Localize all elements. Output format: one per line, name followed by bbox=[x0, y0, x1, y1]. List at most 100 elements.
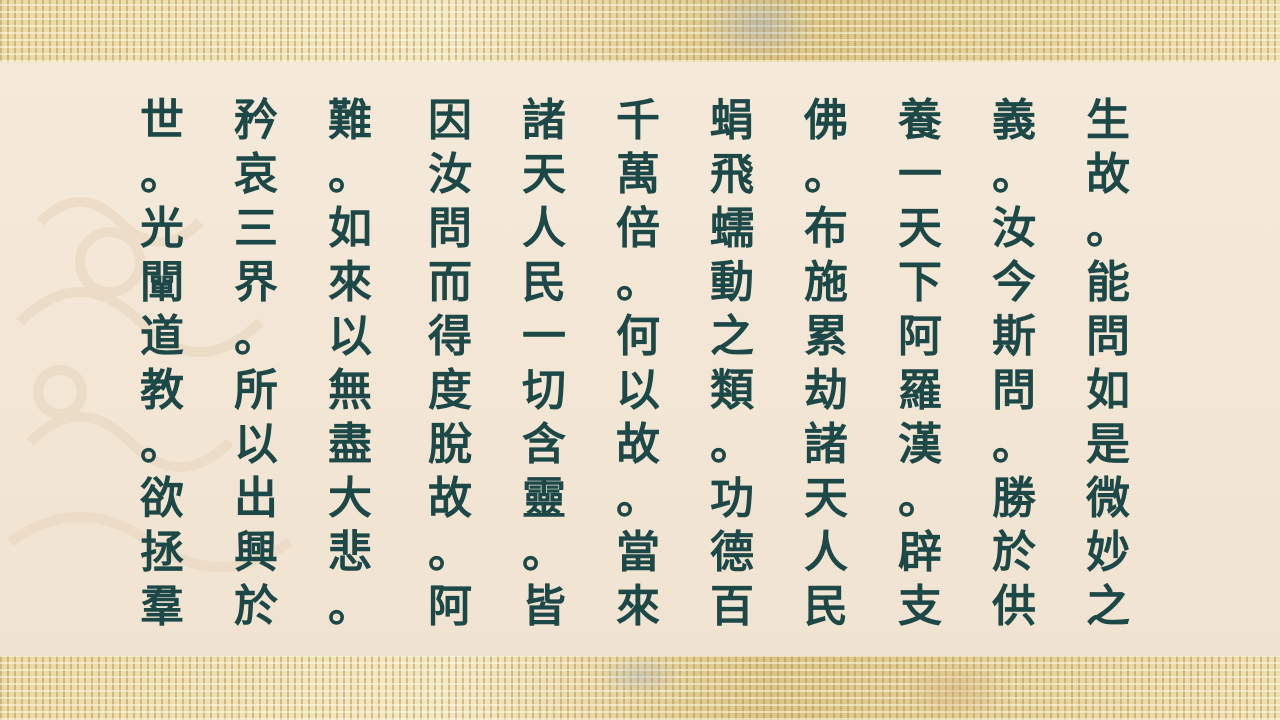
character: 以 bbox=[234, 419, 278, 470]
character: 倍 bbox=[616, 203, 660, 254]
character: 天 bbox=[898, 203, 942, 254]
character: 佛 bbox=[804, 95, 848, 146]
character: 類 bbox=[710, 365, 754, 416]
character: 於 bbox=[234, 581, 278, 632]
character: 。 bbox=[428, 527, 472, 578]
character: 微 bbox=[1086, 473, 1130, 524]
character: 所 bbox=[234, 365, 278, 416]
character: 。 bbox=[992, 419, 1036, 470]
character: 切 bbox=[522, 365, 566, 416]
character: 阿 bbox=[898, 311, 942, 362]
character: 斯 bbox=[992, 311, 1036, 362]
character: 教 bbox=[140, 365, 184, 416]
character: 。 bbox=[328, 581, 372, 632]
character: 羣 bbox=[140, 581, 184, 632]
character: 哀 bbox=[234, 149, 278, 200]
text-column-10: 矜哀三界。所以出興於 bbox=[230, 94, 282, 634]
text-column-9: 難。如來以無盡大悲。 bbox=[324, 94, 376, 634]
character: 一 bbox=[898, 149, 942, 200]
character: 來 bbox=[328, 257, 372, 308]
character: 故 bbox=[1086, 149, 1130, 200]
text-column-3: 養一天下阿羅漢。辟支 bbox=[894, 94, 946, 634]
character: 大 bbox=[328, 473, 372, 524]
character: 諸 bbox=[522, 95, 566, 146]
text-column-7: 諸天人民一切含靈。皆 bbox=[518, 94, 570, 634]
character: 義 bbox=[992, 95, 1036, 146]
character: 蜎 bbox=[710, 95, 754, 146]
character: 天 bbox=[522, 149, 566, 200]
character: 動 bbox=[710, 257, 754, 308]
character: 。 bbox=[898, 473, 942, 524]
character: 。 bbox=[992, 149, 1036, 200]
character: 。 bbox=[140, 149, 184, 200]
character: 問 bbox=[992, 365, 1036, 416]
character: 蠕 bbox=[710, 203, 754, 254]
character: 萬 bbox=[616, 149, 660, 200]
character: 百 bbox=[710, 581, 754, 632]
text-column-2: 義。汝今斯問。勝於供 bbox=[988, 94, 1040, 634]
character: 脫 bbox=[428, 419, 472, 470]
character: 飛 bbox=[710, 149, 754, 200]
character: 光 bbox=[140, 203, 184, 254]
character: 因 bbox=[428, 95, 472, 146]
character: 。 bbox=[616, 257, 660, 308]
character: 千 bbox=[616, 95, 660, 146]
character: 以 bbox=[328, 311, 372, 362]
character: 於 bbox=[992, 527, 1036, 578]
character: 如 bbox=[328, 203, 372, 254]
character: 。 bbox=[234, 311, 278, 362]
character: 難 bbox=[328, 95, 372, 146]
character: 勝 bbox=[992, 473, 1036, 524]
character: 阿 bbox=[428, 581, 472, 632]
character: 辟 bbox=[898, 527, 942, 578]
character: 無 bbox=[328, 365, 372, 416]
character: 妙 bbox=[1086, 527, 1130, 578]
character: 下 bbox=[898, 257, 942, 308]
character: 欲 bbox=[140, 473, 184, 524]
character: 界 bbox=[234, 257, 278, 308]
character: 世 bbox=[140, 95, 184, 146]
character: 以 bbox=[616, 365, 660, 416]
character: 能 bbox=[1086, 257, 1130, 308]
character: 含 bbox=[522, 419, 566, 470]
character: 故 bbox=[616, 419, 660, 470]
character: 問 bbox=[428, 203, 472, 254]
character: 。 bbox=[710, 419, 754, 470]
character: 悲 bbox=[328, 527, 372, 578]
character: 生 bbox=[1086, 95, 1130, 146]
character: 而 bbox=[428, 257, 472, 308]
character: 得 bbox=[428, 311, 472, 362]
character: 皆 bbox=[522, 581, 566, 632]
character: 來 bbox=[616, 581, 660, 632]
character: 問 bbox=[1086, 311, 1130, 362]
character: 度 bbox=[428, 365, 472, 416]
character: 是 bbox=[1086, 419, 1130, 470]
character: 拯 bbox=[140, 527, 184, 578]
character: 道 bbox=[140, 311, 184, 362]
text-column-8: 因汝問而得度脫故。阿 bbox=[424, 94, 476, 634]
character: 三 bbox=[234, 203, 278, 254]
text-column-11: 世。光闡道教。欲拯羣 bbox=[136, 94, 188, 634]
character: 。 bbox=[522, 527, 566, 578]
character: 。 bbox=[804, 149, 848, 200]
character: 劫 bbox=[804, 365, 848, 416]
character: 。 bbox=[140, 419, 184, 470]
scripture-panel: 生故。能問如是微妙之 義。汝今斯問。勝於供 養一天下阿羅漢。辟支 佛。布施累劫諸… bbox=[0, 62, 1280, 656]
character: 人 bbox=[804, 527, 848, 578]
character: 漢 bbox=[898, 419, 942, 470]
character: 當 bbox=[616, 527, 660, 578]
cloud-swirl-decoration bbox=[7, 197, 293, 572]
character: 之 bbox=[710, 311, 754, 362]
character: 天 bbox=[804, 473, 848, 524]
character: 。 bbox=[1086, 203, 1130, 254]
character: 諸 bbox=[804, 419, 848, 470]
text-column-4: 佛。布施累劫諸天人民 bbox=[800, 94, 852, 634]
character: 如 bbox=[1086, 365, 1130, 416]
character: 功 bbox=[710, 473, 754, 524]
character: 矜 bbox=[234, 95, 278, 146]
character: 一 bbox=[522, 311, 566, 362]
character: 靈 bbox=[522, 473, 566, 524]
character: 何 bbox=[616, 311, 660, 362]
character: 故 bbox=[428, 473, 472, 524]
character: 闡 bbox=[140, 257, 184, 308]
